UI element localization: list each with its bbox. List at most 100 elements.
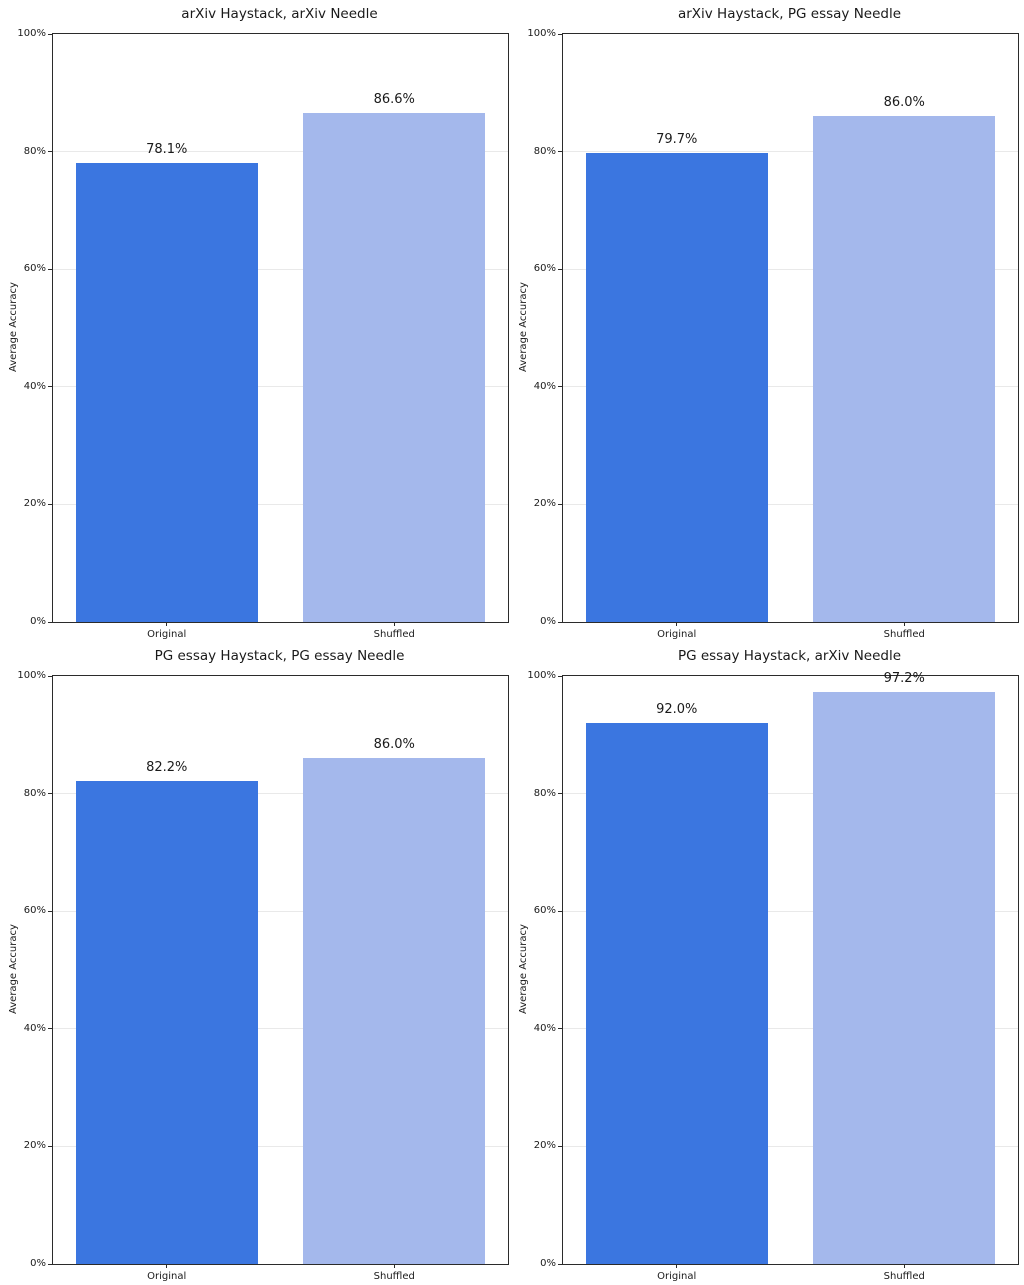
y-tick-label: 80% xyxy=(23,787,46,799)
y-tick-mark xyxy=(558,268,562,270)
bar-value-label: 97.2% xyxy=(883,671,925,687)
y-tick-mark xyxy=(558,386,562,388)
bar-shuffled xyxy=(813,116,996,622)
x-tick-mark xyxy=(903,622,905,626)
bar-shuffled xyxy=(813,692,996,1264)
y-axis-label: Average Accuracy xyxy=(8,924,19,1014)
chart-title: PG essay Haystack, arXiv Needle xyxy=(677,648,902,664)
y-tick-label: 40% xyxy=(533,1022,556,1034)
y-tick-label: 40% xyxy=(533,380,556,392)
y-tick-mark xyxy=(48,1263,52,1265)
y-tick-mark xyxy=(48,503,52,505)
y-tick-mark xyxy=(558,151,562,153)
gridline xyxy=(53,793,508,795)
bar-value-label: 86.6% xyxy=(373,91,415,107)
y-tick-label: 20% xyxy=(533,498,556,510)
x-tick-label: Shuffled xyxy=(373,629,415,640)
gridline xyxy=(563,386,1018,388)
bar-shuffled xyxy=(303,758,486,1264)
chart-title: arXiv Haystack, PG essay Needle xyxy=(677,6,902,22)
y-tick-mark xyxy=(48,793,52,795)
y-tick-label: 80% xyxy=(533,145,556,157)
y-tick-label: 0% xyxy=(540,616,556,627)
gridline xyxy=(563,793,1018,795)
y-tick-label: 20% xyxy=(533,1140,556,1152)
plot-area: 0% 20% 40% 60% 80% 100% 92.0% Original 97.2% Shuf… xyxy=(527,670,1019,1282)
y-tick-mark xyxy=(558,793,562,795)
plot-area: 0% 20% 40% 60% 80% 100% 79.7% Original 86.0% Shuf… xyxy=(527,28,1019,640)
y-tick-mark xyxy=(558,621,562,623)
bar-value-label: 92.0% xyxy=(656,702,698,718)
y-tick-mark xyxy=(48,33,52,35)
y-tick-mark xyxy=(48,910,52,912)
gridline xyxy=(563,503,1018,505)
plot-area: 0% 20% 40% 60% 80% 100% 78.1% Original 86.6% Shuf… xyxy=(17,28,509,640)
bar-original xyxy=(585,153,768,622)
y-tick-mark xyxy=(48,621,52,623)
y-tick-label: 0% xyxy=(540,1258,556,1269)
y-tick-label: 60% xyxy=(533,263,556,275)
y-tick-mark xyxy=(558,1145,562,1147)
y-tick-mark xyxy=(48,675,52,677)
gridline xyxy=(563,910,1018,912)
x-tick-label: Shuffled xyxy=(373,1271,415,1282)
bar-value-label: 82.2% xyxy=(146,759,188,775)
y-axis-label: Average Accuracy xyxy=(8,282,19,372)
y-tick-label: 100% xyxy=(527,670,556,681)
plot-area: 0% 20% 40% 60% 80% 100% 82.2% Original 86.0% Shuf… xyxy=(17,670,509,1282)
y-axis-label: Average Accuracy xyxy=(518,282,529,372)
y-tick-label: 60% xyxy=(533,905,556,917)
x-tick-label: Original xyxy=(147,1271,187,1282)
chart-title: arXiv Haystack, arXiv Needle xyxy=(181,6,378,22)
x-tick-mark xyxy=(393,622,395,626)
y-tick-mark xyxy=(558,1263,562,1265)
gridline xyxy=(53,503,508,505)
y-tick-label: 40% xyxy=(23,380,46,392)
x-tick-label: Shuffled xyxy=(883,1271,925,1282)
y-tick-label: 100% xyxy=(527,28,556,39)
y-tick-label: 60% xyxy=(23,263,46,275)
y-tick-mark xyxy=(48,268,52,270)
y-tick-label: 20% xyxy=(23,498,46,510)
y-tick-mark xyxy=(48,1145,52,1147)
gridline xyxy=(53,1028,508,1030)
bar-value-label: 79.7% xyxy=(656,132,698,148)
y-tick-label: 40% xyxy=(23,1022,46,1034)
gridline xyxy=(563,1145,1018,1147)
y-tick-mark xyxy=(558,1028,562,1030)
bar-original xyxy=(75,780,258,1264)
gridline xyxy=(53,386,508,388)
x-tick-mark xyxy=(676,622,678,626)
y-tick-label: 100% xyxy=(17,670,46,681)
x-tick-mark xyxy=(166,1264,168,1268)
chart-title: PG essay Haystack, PG essay Needle xyxy=(154,648,405,664)
y-tick-label: 60% xyxy=(23,905,46,917)
gridline xyxy=(53,151,508,153)
y-axis-label: Average Accuracy xyxy=(518,924,529,1014)
x-tick-label: Original xyxy=(657,629,697,640)
x-tick-mark xyxy=(903,1264,905,1268)
bar-original xyxy=(75,162,258,622)
bar-value-label: 78.1% xyxy=(146,141,188,157)
x-tick-label: Original xyxy=(657,1271,697,1282)
y-tick-label: 100% xyxy=(17,28,46,39)
y-tick-label: 20% xyxy=(23,1140,46,1152)
gridline xyxy=(563,151,1018,153)
y-tick-mark xyxy=(48,1028,52,1030)
gridline xyxy=(53,268,508,270)
x-tick-label: Original xyxy=(147,629,187,640)
bar-original xyxy=(585,723,768,1264)
y-tick-label: 0% xyxy=(30,1258,46,1269)
gridline xyxy=(563,1028,1018,1030)
y-tick-mark xyxy=(558,910,562,912)
x-tick-mark xyxy=(676,1264,678,1268)
y-tick-label: 80% xyxy=(23,145,46,157)
bar-shuffled xyxy=(303,112,486,622)
y-tick-label: 0% xyxy=(30,616,46,627)
y-tick-mark xyxy=(48,151,52,153)
